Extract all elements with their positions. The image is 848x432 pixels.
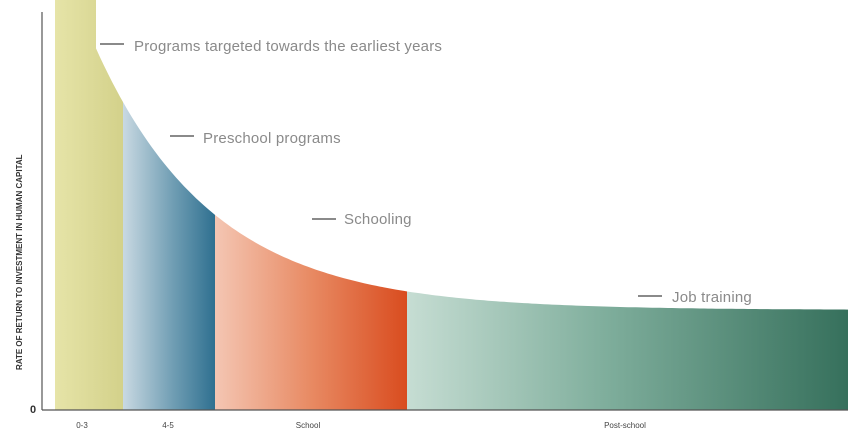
segment-4 [407,0,848,410]
x-tick-label-3: School [296,421,321,430]
x-tick-labels: 0-3 4-5 School Post-school [76,421,646,430]
annotation-label-4: Job training [672,289,752,306]
x-tick-label-1: 0-3 [76,421,88,430]
segment-2 [123,0,215,410]
segment-1 [55,0,123,410]
segments-group [55,0,848,410]
x-tick-label-2: 4-5 [162,421,174,430]
x-tick-label-4: Post-school [604,421,646,430]
annotations-group: Programs targeted towards the earliest y… [100,38,752,306]
annotation-label-3: Schooling [344,211,412,228]
annotation-label-1: Programs targeted towards the earliest y… [134,38,442,55]
annotation-label-2: Preschool programs [203,130,341,147]
y-axis-label: RATE OF RETURN TO INVESTMENT IN HUMAN CA… [15,154,24,370]
y-origin-label: 0 [30,404,36,416]
segment-3 [215,0,407,410]
